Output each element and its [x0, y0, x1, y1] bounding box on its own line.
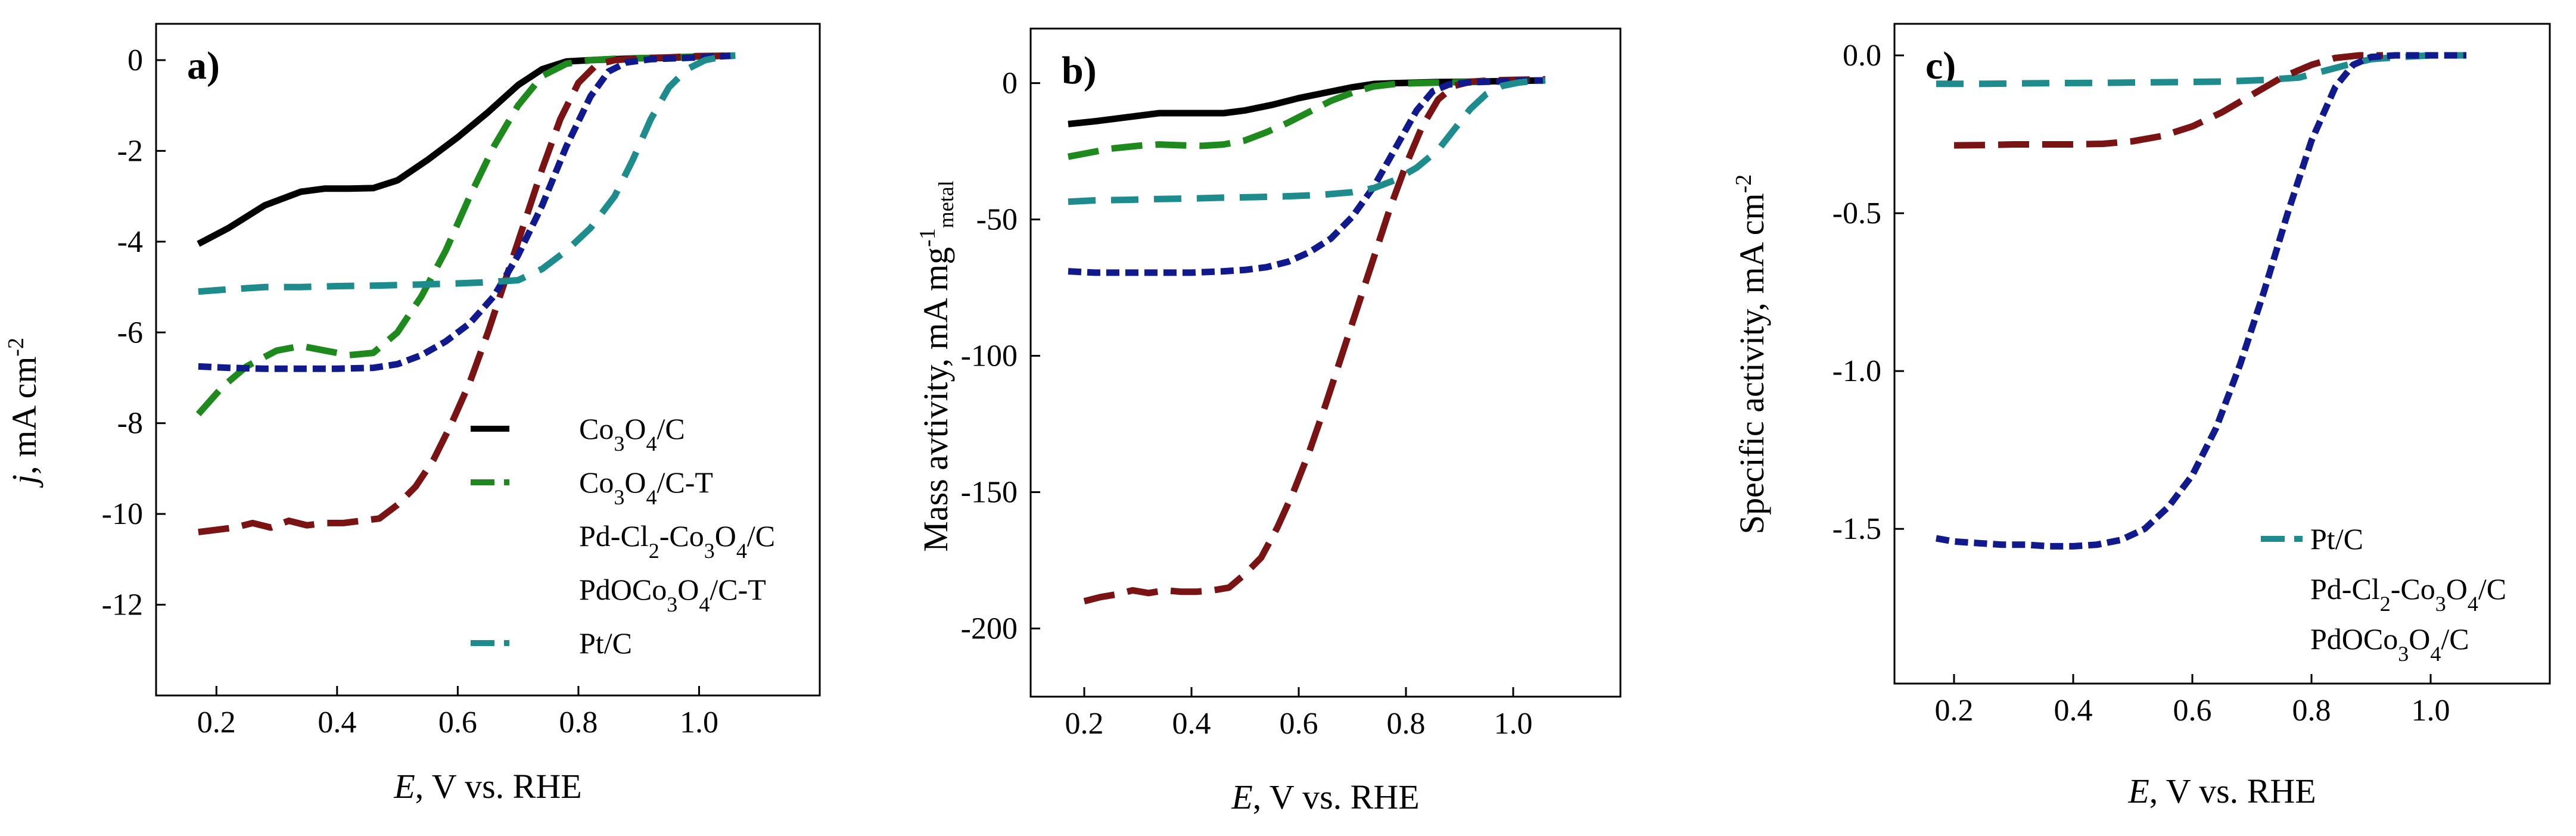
series-group	[1067, 76, 1546, 605]
x-tick-label: 0.4	[1172, 707, 1211, 741]
y-tick-label: -10	[102, 497, 143, 531]
y-axis-label: Mass avtivity, mA mg-1metal	[915, 180, 958, 551]
y-tick-label: -0.5	[1833, 196, 1881, 230]
x-tick-label: 0.2	[197, 706, 236, 740]
series-line-pd-cl2-co3o4-c	[198, 52, 736, 536]
series-line-co3o4-c-t	[195, 52, 736, 417]
y-tick-label: 0	[1002, 67, 1018, 101]
series-group	[1936, 52, 2466, 550]
series-line-pd-cl2-co3o4-c	[1953, 52, 2383, 149]
y-tick-label: -1.5	[1833, 512, 1881, 546]
legend-label-pd-cl2-co3o4-c: Pd-Cl2-Co3O4/C	[2310, 572, 2506, 616]
y-axis-label: Specific activity, mA cm-2	[1731, 174, 1771, 535]
legend-label-pd-cl2-co3o4-c: Pd-Cl2-Co3O4/C	[579, 519, 775, 563]
x-tick-label: 0.4	[318, 706, 356, 740]
y-tick-label: -200	[961, 612, 1018, 646]
legend-label-pt-c: Pt/C	[579, 626, 632, 660]
x-axis-label: E, V vs. RHE	[393, 767, 581, 806]
series-line-pdoco3o4-c-t	[1068, 77, 1546, 276]
y-tick-label: -100	[961, 339, 1018, 373]
series-line-pd-cl2-co3o4-c	[1083, 76, 1546, 605]
legend-label-pt-c: Pt/C	[2310, 522, 2363, 556]
panel-b: 0.2 0.4 0.6 0.8 1.0 0 -50 -100 -150 -200 b) E, V vs…	[915, 27, 1622, 816]
series-line-pt-c	[1936, 52, 2466, 88]
y-tick-label: 0.0	[1843, 39, 1881, 73]
legend-label-co3o4-c: Co3O4/C	[579, 412, 685, 456]
series-line-co3o4-c	[197, 52, 736, 247]
x-tick-label: 0.4	[2054, 694, 2093, 728]
x-tick-label: 0.6	[438, 706, 477, 740]
series-line-co3o4-c	[1068, 77, 1546, 127]
x-tick-label: 0.8	[1387, 707, 1426, 741]
legend-label-co3o4-c-t: Co3O4/C-T	[579, 466, 713, 509]
series-group	[195, 52, 736, 536]
x-tick-label: 0.6	[1280, 707, 1318, 741]
x-axis-label: E, V vs. RHE	[2127, 772, 2316, 810]
x-tick-label: 0.6	[2173, 694, 2212, 728]
y-tick-label: -6	[117, 316, 143, 350]
series-line-pdoco3o4-c-t	[198, 52, 736, 372]
legend-label-pdoco3o4-c: PdOCo3O4/C	[2310, 622, 2469, 666]
series-line-pdoco3o4-c	[1936, 52, 2466, 550]
x-axis-label: E, V vs. RHE	[1231, 778, 1419, 816]
series-line-pt-c	[1068, 77, 1546, 205]
series-line-pt-c	[198, 52, 736, 295]
x-tick-label: 1.0	[680, 706, 718, 740]
x-tick-label: 0.2	[1065, 707, 1104, 741]
y-tick-label: -150	[961, 476, 1018, 510]
legend: Co3O4/C Co3O4/C-T Pd-Cl2-Co3O4/C PdOCo3O4/C…	[471, 412, 775, 660]
series-line-co3o4-c-t	[1067, 77, 1546, 160]
plot-frame	[1893, 23, 2551, 685]
y-axis-label: j, mA cm-2	[4, 338, 43, 488]
panel-c: 0.2 0.4 0.6 0.8 1.0 0.0 -0.5 -1.0 -1.5 c) E, V vs.…	[1731, 23, 2551, 810]
y-tick-label: -8	[117, 407, 143, 441]
legend-label-pdoco3o4-c-t: PdOCo3O4/C-T	[579, 573, 766, 616]
x-tick-label: 0.2	[1935, 694, 1974, 728]
x-tick-label: 0.8	[559, 706, 598, 740]
plot-frame	[155, 23, 821, 697]
y-tick-label: -2	[117, 134, 143, 168]
y-tick-label: -1.0	[1833, 354, 1881, 388]
x-tick-label: 1.0	[1494, 707, 1533, 741]
panel-a: 0.2 0.4 0.6 0.8 1.0 0 -2 -4 -6 -8 -10 -12 a) E, V vs.…	[4, 23, 821, 806]
panel-label: b)	[1062, 49, 1097, 92]
y-tick-label: 0	[127, 43, 143, 77]
panel-label: a)	[187, 44, 220, 88]
y-tick-label: -50	[976, 203, 1018, 237]
x-tick-label: 0.8	[2292, 694, 2331, 728]
plot-frame	[1029, 27, 1622, 698]
panel-label: c)	[1925, 44, 1956, 88]
y-tick-label: -4	[117, 225, 143, 259]
legend: Pt/C Pd-Cl2-Co3O4/C PdOCo3O4/C	[2261, 522, 2506, 666]
x-tick-label: 1.0	[2412, 694, 2450, 728]
y-tick-label: -12	[102, 588, 143, 622]
